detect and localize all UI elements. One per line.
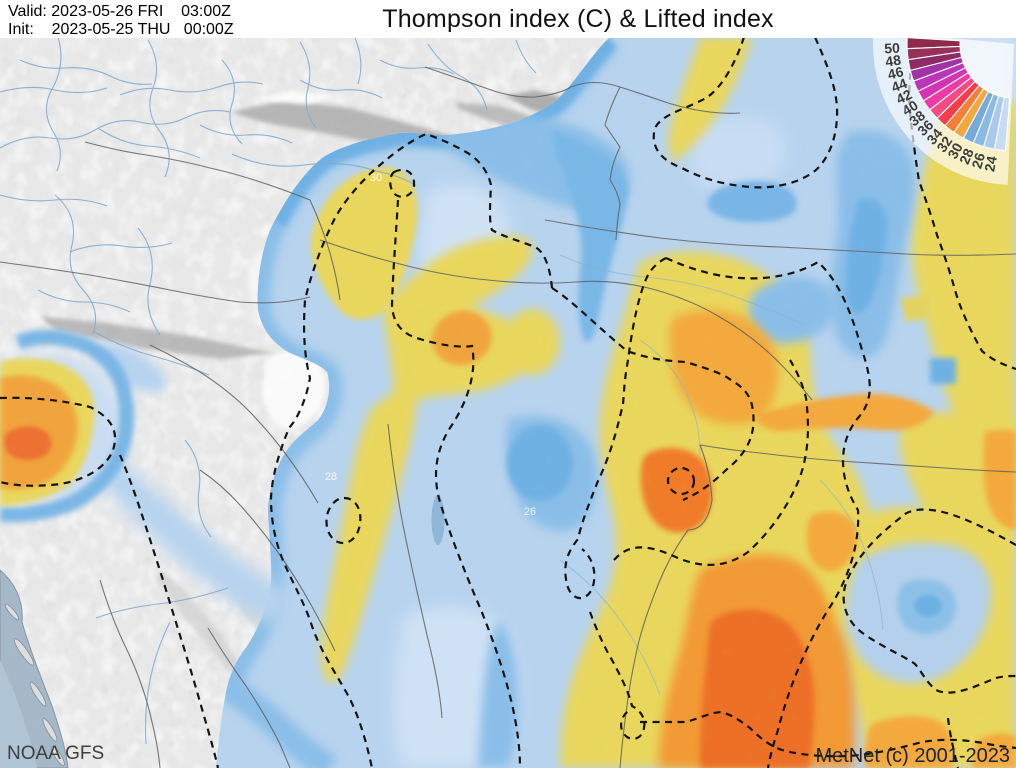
svg-text:30: 30 (370, 172, 382, 184)
svg-text:28: 28 (325, 471, 337, 483)
svg-text:48: 48 (884, 52, 902, 70)
svg-text:26: 26 (524, 506, 536, 518)
svg-text:50: 50 (884, 40, 900, 57)
svg-text:44: 44 (889, 75, 909, 95)
svg-text:NOAA GFS: NOAA GFS (7, 743, 104, 764)
svg-text:30: 30 (944, 140, 966, 161)
svg-text:Thompson index (C) & Lifted in: Thompson index (C) & Lifted index (382, 5, 774, 33)
svg-text:46: 46 (886, 63, 905, 82)
svg-text:Valid: 2023-05-26 FRI 03:00: Valid: 2023-05-26 FRI 03:00Z (8, 3, 231, 20)
svg-text:28: 28 (956, 146, 977, 167)
svg-text:42: 42 (893, 86, 914, 107)
svg-text:MetNet (c) 2001-2023: MetNet (c) 2001-2023 (815, 745, 1010, 767)
svg-text:24: 24 (981, 154, 1000, 172)
svg-text:32: 32 (933, 133, 955, 155)
svg-text:26: 26 (968, 151, 988, 171)
svg-text:Init: 2023-05-25 THU 00:0: Init: 2023-05-25 THU 00:00Z (8, 21, 234, 38)
svg-text:40: 40 (899, 97, 921, 119)
